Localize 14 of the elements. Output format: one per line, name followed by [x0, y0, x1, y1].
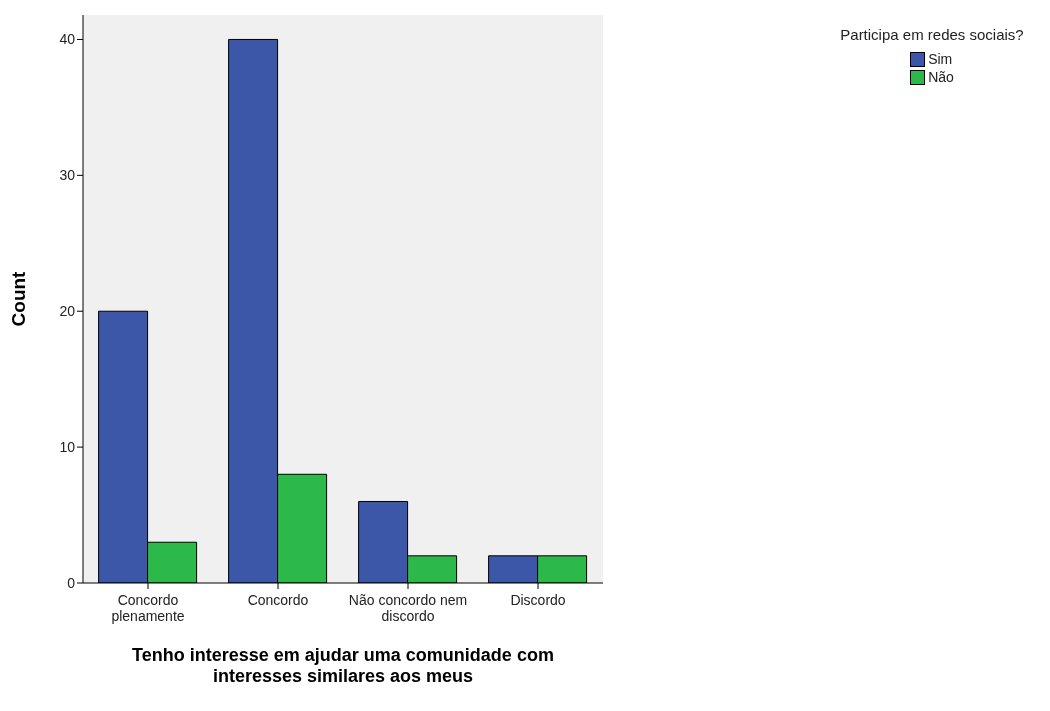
x-tick-label: Concordo plenamente — [111, 592, 185, 624]
legend-label: Não — [928, 69, 954, 85]
y-tick-label: 30 — [59, 167, 76, 184]
x-tick-label: Não concordo nem discordo — [348, 592, 468, 624]
x-axis-title: Tenho interesse em ajudar uma comunidade com interesses similares aos meus — [132, 645, 554, 686]
x-tick-label: Concordo — [247, 592, 309, 608]
x-tick-label: Discordo — [510, 592, 566, 608]
y-axis-title: Count — [7, 270, 29, 327]
y-tick-label: 40 — [59, 31, 76, 48]
y-tick-label: 10 — [59, 439, 76, 456]
legend-title: Participa em redes sociais? — [839, 26, 1025, 44]
y-tick-label: 0 — [67, 574, 76, 591]
y-tick-label: 20 — [59, 303, 76, 320]
legend-label: Sim — [928, 51, 953, 67]
